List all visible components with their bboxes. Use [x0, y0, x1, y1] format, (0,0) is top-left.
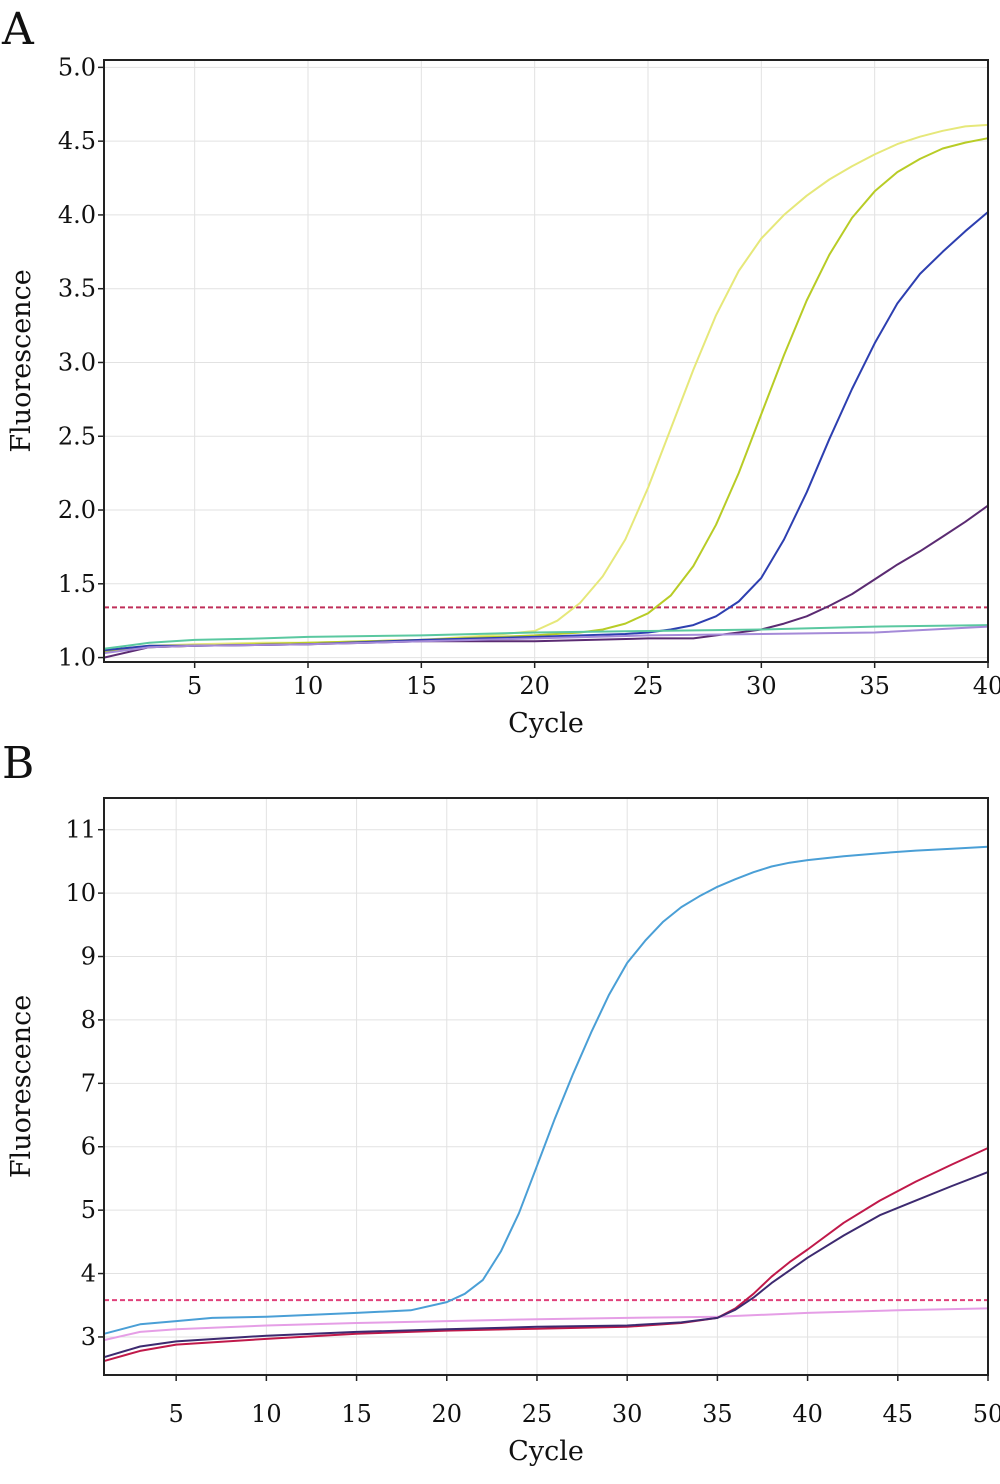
panel-b-y-axis-title: Fluorescence [6, 995, 37, 1178]
panel-b-y-tick-label: 9 [81, 943, 96, 971]
panel-b-x-tick-label: 20 [432, 1400, 463, 1428]
panel-a-y-tick-label: 4.0 [58, 201, 96, 229]
panel-b-x-tick-label: 40 [792, 1400, 823, 1428]
panel-a-curve-5 [103, 624, 989, 650]
panel-b-y-tick-label: 4 [81, 1260, 96, 1288]
panel-b-y-tick-label: 3 [81, 1323, 96, 1351]
panel-a-y-tick-label: 5.0 [58, 53, 96, 81]
panel-b-letter: B [2, 738, 34, 789]
panel-a-x-tick-label: 15 [406, 672, 437, 700]
panel-b-x-tick-label: 25 [522, 1400, 553, 1428]
panel-a-x-axis-title: Cycle [508, 708, 584, 739]
panel-b-plot: 5 10 15 20 25 30 35 40 45 5034567891011CycleFluor… [6, 797, 1000, 1467]
panel-b-curve-3 [103, 1147, 989, 1363]
panel-b-plot-frame [103, 797, 989, 1376]
panel-a-y-tick-label: 1.0 [58, 644, 96, 672]
panel-a-x-tick-label: 35 [859, 672, 890, 700]
panel-a-y-tick-label: 3.5 [58, 275, 96, 303]
panel-a-x-tick-label: 40 [973, 672, 1000, 700]
panel-a-y-tick-label: 2.0 [58, 496, 96, 524]
panel-b-y-tick-label: 5 [81, 1196, 96, 1224]
panel-a-y-tick-label: 3.0 [58, 348, 96, 376]
panel-a-plot-frame [103, 59, 989, 663]
panel-a-y-tick-label: 2.5 [58, 422, 96, 450]
panel-a-curve-3 [103, 211, 989, 652]
panel-a-x-tick-label: 25 [633, 672, 664, 700]
panel-b-y-tick-label: 11 [65, 816, 96, 844]
panel-b-curve-1 [103, 845, 989, 1335]
panel-b-x-tick-label: 45 [883, 1400, 914, 1428]
panel-b-curve-4 [103, 1171, 989, 1359]
panel-b-y-tick-label: 10 [65, 879, 96, 907]
panel-b-x-axis-title: Cycle [508, 1436, 584, 1467]
panel-b-y-tick-label: 7 [81, 1069, 96, 1097]
panel-a-x-tick-label: 30 [746, 672, 777, 700]
panel-a-x-tick-label: 20 [519, 672, 550, 700]
panel-b-x-tick-label: 30 [612, 1400, 643, 1428]
panel-b-y-tick-label: 8 [81, 1006, 96, 1034]
panel-a-x-tick-label: 10 [293, 672, 324, 700]
panel-a-x-tick-label: 5 [187, 672, 202, 700]
panel-a-curve-6 [103, 625, 989, 655]
panel-a-y-axis-title: Fluorescence [6, 269, 37, 452]
panel-b-x-tick-label: 35 [702, 1400, 733, 1428]
panel-b-x-tick-label: 15 [341, 1400, 372, 1428]
panel-a-plot: 5 10 15 20 25 30 35 40 1.0 1.5 2.0 2.5 3.0 3.5 4.0 4.5 5… [6, 53, 1000, 739]
panel-a-letter: A [1, 4, 35, 55]
panel-b-x-tick-label: 10 [251, 1400, 282, 1428]
panel-a-curve-1 [103, 123, 989, 652]
panel-b-x-tick-label: 5 [169, 1400, 184, 1428]
panel-b-curve-2 [103, 1307, 989, 1342]
panel-b-y-tick-label: 6 [81, 1133, 96, 1161]
panel-a-y-tick-label: 4.5 [58, 127, 96, 155]
panel-a-y-tick-label: 1.5 [58, 570, 96, 598]
panel-b-x-tick-label: 50 [973, 1400, 1000, 1428]
